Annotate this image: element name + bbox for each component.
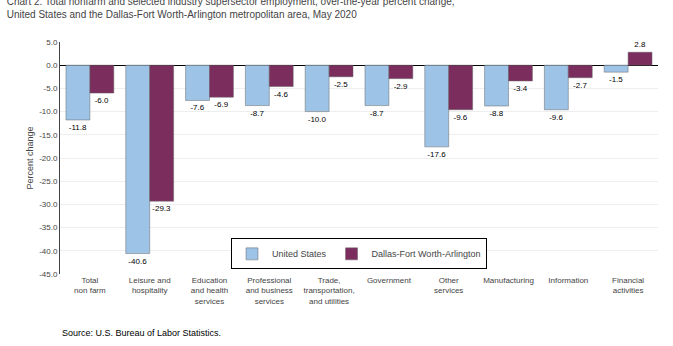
svg-text:-9.6: -9.6 bbox=[453, 113, 467, 122]
svg-text:-5.0: -5.0 bbox=[44, 84, 58, 93]
svg-text:-9.6: -9.6 bbox=[549, 113, 563, 122]
svg-text:Professionaland businessservic: Professionaland businessservices bbox=[246, 276, 293, 306]
svg-text:-30.0: -30.0 bbox=[39, 200, 58, 209]
svg-text:-10.0: -10.0 bbox=[308, 115, 327, 124]
svg-text:-1.5: -1.5 bbox=[609, 75, 623, 84]
svg-text:-2.9: -2.9 bbox=[394, 82, 408, 91]
svg-text:-20.0: -20.0 bbox=[39, 154, 58, 163]
svg-text:-15.0: -15.0 bbox=[39, 131, 58, 140]
svg-text:Percent change: Percent change bbox=[25, 126, 35, 189]
svg-text:0.0: 0.0 bbox=[46, 61, 58, 70]
svg-text:United States: United States bbox=[272, 249, 327, 259]
svg-text:-11.8: -11.8 bbox=[69, 123, 87, 132]
svg-text:-8.8: -8.8 bbox=[489, 109, 503, 118]
svg-text:-4.6: -4.6 bbox=[274, 90, 288, 99]
svg-text:-6.9: -6.9 bbox=[214, 100, 228, 109]
svg-text:-17.6: -17.6 bbox=[427, 150, 446, 159]
svg-text:-3.4: -3.4 bbox=[513, 84, 527, 93]
svg-text:-7.6: -7.6 bbox=[190, 103, 204, 112]
svg-text:-35.0: -35.0 bbox=[39, 223, 58, 232]
svg-text:Otherservices: Otherservices bbox=[434, 276, 463, 295]
svg-text:-2.5: -2.5 bbox=[334, 80, 348, 89]
svg-text:Financialactivities: Financialactivities bbox=[612, 276, 644, 295]
svg-text:-40.6: -40.6 bbox=[128, 257, 147, 266]
svg-text:2.8: 2.8 bbox=[634, 40, 646, 49]
svg-text:-10.0: -10.0 bbox=[39, 107, 58, 116]
svg-text:-6.0: -6.0 bbox=[95, 96, 109, 105]
svg-text:-45.0: -45.0 bbox=[39, 270, 58, 279]
svg-text:Totalnon farm: Totalnon farm bbox=[74, 276, 106, 295]
svg-text:Trade,transportation,and utili: Trade,transportation,and utilities bbox=[304, 276, 355, 306]
svg-text:Information: Information bbox=[548, 276, 588, 285]
svg-text:-29.3: -29.3 bbox=[152, 204, 171, 213]
svg-text:Leisure andhospitality: Leisure andhospitality bbox=[129, 276, 171, 295]
svg-text:Chart 2. Total nonfarm and sel: Chart 2. Total nonfarm and selected indu… bbox=[7, 0, 455, 20]
svg-text:Educationand healthservices: Educationand healthservices bbox=[191, 276, 228, 306]
svg-text:-8.7: -8.7 bbox=[370, 109, 384, 118]
svg-text:-40.0: -40.0 bbox=[39, 247, 58, 256]
svg-text:-25.0: -25.0 bbox=[39, 177, 58, 186]
svg-text:5.0: 5.0 bbox=[46, 38, 58, 47]
svg-text:Manufacturing: Manufacturing bbox=[483, 276, 534, 285]
svg-text:Dallas-Fort Worth-Arlington: Dallas-Fort Worth-Arlington bbox=[372, 249, 481, 259]
svg-text:-8.7: -8.7 bbox=[250, 109, 264, 118]
svg-text:Government: Government bbox=[367, 276, 412, 285]
svg-text:-2.7: -2.7 bbox=[573, 81, 587, 90]
svg-text:Source: U.S. Bureau of Labor S: Source: U.S. Bureau of Labor Statistics. bbox=[62, 328, 221, 338]
